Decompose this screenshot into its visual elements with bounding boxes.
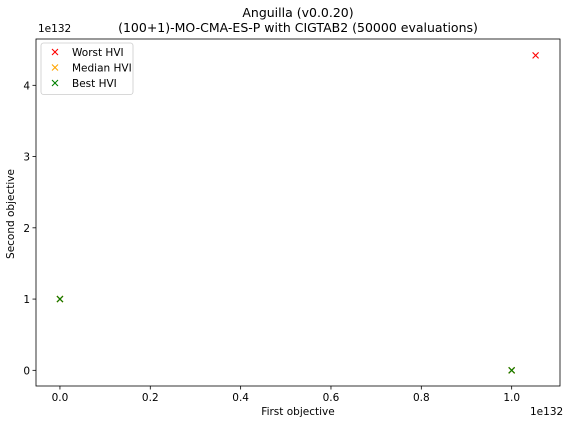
worst-hvi-legend-marker <box>51 48 59 56</box>
data-points <box>56 51 539 374</box>
x-tick-label: 0.8 <box>413 392 430 404</box>
x-tick-label: 0.0 <box>52 392 69 404</box>
title-line: Anguilla (v0.0.20) <box>242 5 353 20</box>
y-tick-label: 2 <box>23 223 30 235</box>
best-hvi-point <box>508 366 516 374</box>
median-hvi-legend-label: Median HVI <box>72 62 132 74</box>
best-hvi-point <box>56 295 64 303</box>
legend: Worst HVI Median HVI Best HVI <box>40 42 134 95</box>
x-tick-label: 0.4 <box>232 392 249 404</box>
y-axis-label: Second objective <box>5 169 17 259</box>
worst-hvi-point <box>532 51 539 59</box>
y-axis: 0 1 2 3 4 <box>23 80 36 377</box>
y-tick-label: 0 <box>23 365 30 377</box>
y-offset-label: 1e132 <box>38 23 71 35</box>
median-hvi-legend-marker <box>51 64 59 71</box>
x-tick-label: 1.0 <box>503 392 520 404</box>
x-axis: 0.0 0.2 0.4 0.6 0.8 1.0 <box>52 386 520 404</box>
y-tick-label: 1 <box>23 294 30 306</box>
y-tick-label: 3 <box>23 152 30 164</box>
x-offset-label: 1e132 <box>530 406 563 418</box>
subtitle-line: (100+1)-MO-CMA-ES-P with CIGTAB2 (50000 … <box>118 20 478 35</box>
chart-title: Anguilla (v0.0.20) (100+1)-MO-CMA-ES-P w… <box>118 5 478 35</box>
best-hvi-legend-marker <box>51 79 59 87</box>
legend-box <box>40 42 134 95</box>
plot-area <box>35 38 561 387</box>
x-tick-label: 0.6 <box>323 392 340 404</box>
x-tick-label: 0.2 <box>142 392 159 404</box>
x-axis-label: First objective <box>261 406 334 418</box>
worst-hvi-legend-label: Worst HVI <box>72 47 124 59</box>
y-tick-label: 4 <box>23 80 30 92</box>
best-hvi-legend-label: Best HVI <box>72 78 117 90</box>
